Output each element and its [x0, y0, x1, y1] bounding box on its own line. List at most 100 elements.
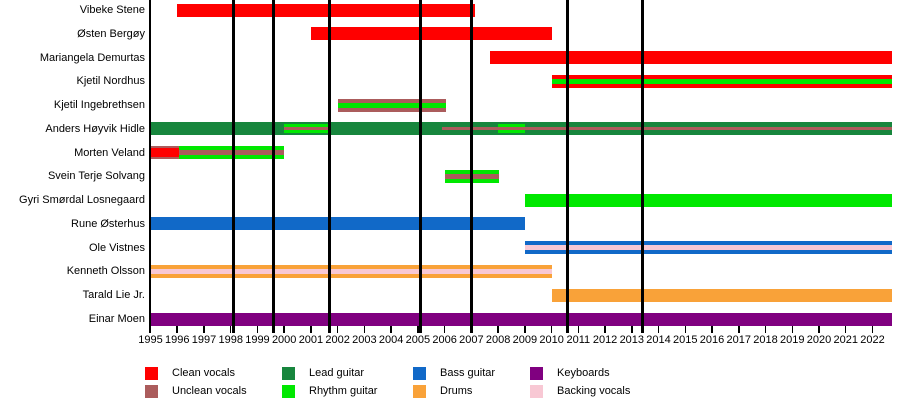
year-tick — [711, 326, 713, 333]
year-label: 2021 — [833, 334, 858, 346]
year-label: 1995 — [138, 334, 163, 346]
year-tick — [604, 326, 606, 333]
member-label: Kjetil Ingebrethsen — [53, 99, 145, 112]
album-release-gridline — [328, 0, 332, 333]
year-label: 2000 — [271, 334, 297, 346]
member-label: Tarald Lie Jr. — [82, 289, 145, 302]
member-label: Mariangela Demurtas — [39, 51, 145, 64]
year-label: 2017 — [726, 334, 751, 346]
year-tick — [229, 326, 232, 333]
member-label: Ole Vistnes — [88, 241, 145, 254]
member-label: Anders Høyvik Hidle — [45, 122, 145, 135]
legend-swatch-drums — [413, 385, 426, 398]
year-tick — [390, 326, 392, 333]
year-tick — [417, 326, 419, 333]
bar-rhythm-guitar — [551, 78, 892, 84]
year-tick — [149, 326, 152, 333]
bar-clean-vocals — [177, 3, 476, 17]
year-tick — [764, 326, 767, 333]
legend-label-rhythm-guitar: Rhythm guitar — [309, 385, 378, 397]
year-label: 2009 — [512, 334, 538, 346]
year-label: 2008 — [485, 334, 511, 346]
legend-swatch-lead-guitar — [282, 367, 295, 380]
year-tick — [657, 326, 660, 333]
member-label: Østen Bergøy — [77, 27, 145, 40]
year-tick — [256, 326, 259, 333]
year-tick — [844, 326, 847, 333]
legend-label-unclean-vocals: Unclean vocals — [172, 385, 247, 397]
year-label: 2007 — [459, 334, 484, 346]
year-tick — [470, 326, 473, 333]
bar-unclean-vocals — [284, 127, 331, 131]
year-label: 2010 — [539, 334, 564, 346]
bar-clean-vocals — [310, 27, 552, 41]
year-label: 1999 — [245, 334, 270, 346]
year-tick — [363, 326, 366, 333]
legend-swatch-rhythm-guitar — [282, 385, 295, 398]
member-label: Rune Østerhus — [71, 217, 145, 230]
year-label: 1998 — [218, 334, 243, 346]
year-label: 1997 — [191, 334, 217, 346]
member-label: Kjetil Nordhus — [76, 75, 145, 88]
legend-swatch-bass-guitar — [413, 367, 426, 380]
member-label: Vibeke Stene — [79, 4, 145, 16]
legend-label-bass-guitar: Bass guitar — [440, 367, 496, 379]
year-label: 2005 — [405, 334, 431, 346]
year-tick — [443, 326, 446, 333]
bar-clean-vocals — [150, 148, 179, 158]
year-label: 2016 — [699, 334, 725, 346]
year-tick — [631, 326, 633, 333]
bar-backing-vocals — [150, 268, 552, 274]
legend-label-lead-guitar: Lead guitar — [309, 367, 365, 379]
album-release-gridline — [419, 0, 423, 333]
year-tick — [791, 326, 793, 333]
bar-clean-vocals — [490, 51, 892, 65]
year-tick — [336, 326, 339, 333]
bar-unclean-vocals — [441, 127, 892, 131]
member-label: Gyri Smørdal Losnegaard — [19, 194, 145, 207]
year-label: 2019 — [780, 334, 805, 346]
legend-swatch-keyboards — [530, 367, 543, 380]
bar-bass-guitar — [150, 217, 525, 231]
member-label: Morten Veland — [74, 146, 145, 159]
year-label: 2013 — [619, 334, 645, 346]
year-label: 2004 — [378, 334, 404, 346]
legend-label-drums: Drums — [440, 385, 473, 397]
year-label: 2002 — [325, 334, 350, 346]
legend-label-clean-vocals: Clean vocals — [172, 367, 235, 379]
y-axis-line — [148, 0, 151, 333]
legend-label-backing-vocals: Backing vocals — [557, 385, 631, 397]
year-tick — [310, 326, 312, 333]
bar-keyboards — [150, 312, 892, 326]
year-tick — [818, 326, 820, 333]
member-label: Einar Moen — [88, 313, 145, 325]
member-label: Kenneth Olsson — [66, 265, 145, 278]
legend-swatch-unclean-vocals — [145, 385, 158, 398]
legend-swatch-clean-vocals — [145, 367, 158, 380]
year-label: 2014 — [646, 334, 671, 346]
year-label: 2015 — [673, 334, 698, 346]
year-label: 2001 — [298, 334, 324, 346]
year-label: 2022 — [860, 334, 885, 346]
year-tick — [577, 326, 580, 333]
year-tick — [871, 326, 874, 333]
year-label: 2011 — [566, 334, 591, 346]
year-tick — [283, 326, 285, 333]
album-release-gridline — [566, 0, 570, 333]
legend-label-keyboards: Keyboards — [557, 367, 610, 379]
year-label: 2018 — [753, 334, 778, 346]
bar-backing-vocals — [524, 245, 892, 251]
year-label: 2003 — [352, 334, 377, 346]
year-label: 2020 — [806, 334, 832, 346]
year-label: 2012 — [592, 334, 618, 346]
year-tick — [497, 326, 499, 333]
bar-rhythm-guitar — [524, 193, 892, 207]
member-label: Svein Terje Solvang — [47, 170, 145, 183]
year-tick — [550, 326, 553, 333]
year-tick — [524, 326, 526, 333]
album-release-gridline — [231, 0, 235, 333]
year-tick — [684, 326, 687, 333]
album-release-gridline — [641, 0, 645, 333]
album-release-gridline — [272, 0, 275, 333]
